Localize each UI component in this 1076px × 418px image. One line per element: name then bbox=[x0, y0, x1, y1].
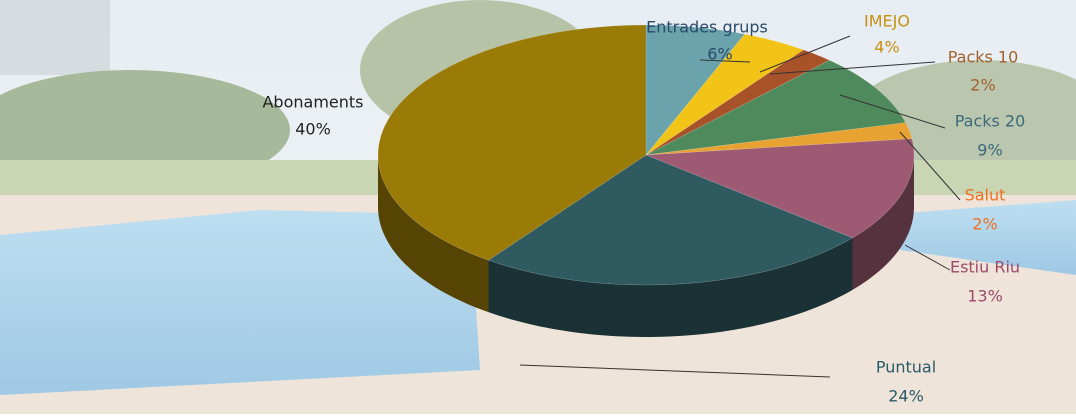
slice-side bbox=[852, 155, 914, 290]
leader-line bbox=[699, 59, 751, 63]
value-label: 24% bbox=[888, 387, 924, 406]
category-label: Abonaments bbox=[262, 93, 363, 112]
value-label: 13% bbox=[967, 287, 1003, 306]
leader-line bbox=[899, 131, 961, 201]
slice bbox=[645, 49, 831, 156]
value-label: 6% bbox=[707, 45, 732, 64]
leader-line bbox=[519, 364, 831, 378]
slice-side bbox=[378, 155, 489, 313]
value-label: 2% bbox=[972, 215, 997, 234]
slice bbox=[377, 24, 647, 261]
slice bbox=[645, 59, 906, 156]
category-label: Entrades grups bbox=[646, 18, 768, 37]
category-label: IMEJO bbox=[864, 12, 910, 31]
leader-line bbox=[904, 244, 951, 271]
pie bbox=[377, 24, 915, 337]
slice bbox=[645, 33, 805, 156]
category-label: Packs 20 bbox=[955, 112, 1026, 131]
slice-side bbox=[488, 237, 853, 337]
leader-line bbox=[839, 94, 946, 129]
value-label: 2% bbox=[970, 76, 995, 95]
category-label: Puntual bbox=[876, 358, 936, 377]
slice bbox=[645, 122, 913, 156]
category-label: Packs 10 bbox=[948, 48, 1019, 67]
value-label: 40% bbox=[295, 120, 331, 139]
leader-line bbox=[759, 35, 851, 73]
slice bbox=[645, 24, 746, 156]
value-label: 4% bbox=[874, 38, 899, 57]
category-label: Salut bbox=[965, 186, 1006, 205]
category-label: Estiu Riu bbox=[950, 258, 1020, 277]
labels: Entrades grups 6% IMEJO 4% Packs 10 2% Packs 2… bbox=[262, 12, 1025, 406]
slice bbox=[645, 138, 915, 239]
slice bbox=[487, 154, 854, 286]
value-label: 9% bbox=[977, 141, 1002, 160]
leader-line bbox=[769, 61, 936, 75]
